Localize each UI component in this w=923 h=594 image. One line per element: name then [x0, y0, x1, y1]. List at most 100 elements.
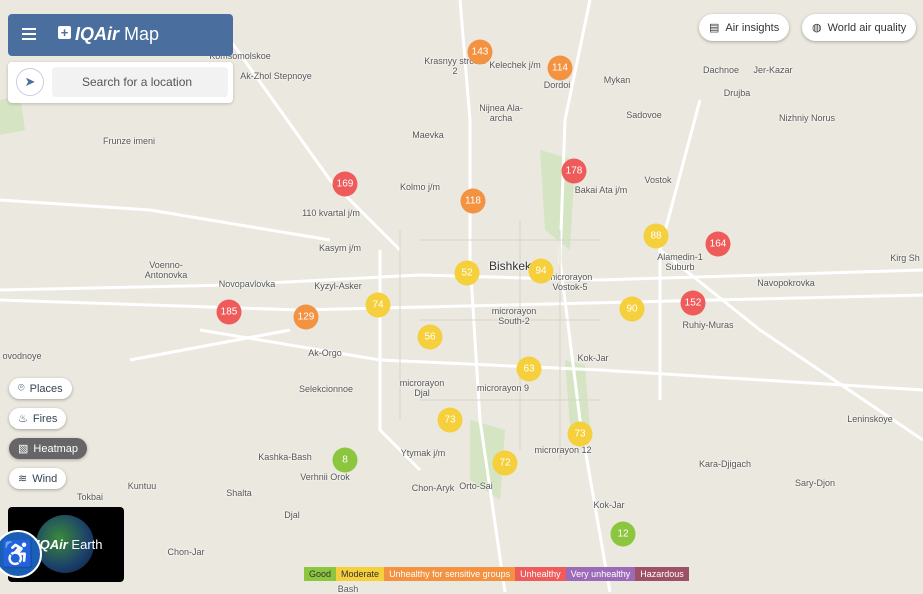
place-label: Kok-Jar [593, 500, 625, 510]
place-label: Bash [337, 584, 359, 594]
layer-button[interactable]: ⌾ Places [9, 378, 72, 399]
place-label: Chon-Aryk [411, 483, 455, 493]
aqi-marker[interactable]: 118 [460, 188, 486, 214]
place-label: Kyzyl-Asker [314, 281, 362, 291]
place-label: Nijnea Ala-archa [479, 103, 523, 123]
layer-label: Fires [32, 412, 58, 425]
aqi-marker[interactable]: 185 [216, 299, 242, 325]
earth-brand: IQAir [36, 537, 68, 552]
search-panel: ➤ Search for a location [8, 62, 233, 103]
aqi-marker[interactable]: 90 [619, 296, 645, 322]
aqi-marker[interactable]: 72 [492, 450, 518, 476]
place-label: Verhnii Orok [300, 472, 350, 482]
place-label: Sadovoe [626, 110, 662, 120]
legend-item: Moderate [336, 567, 385, 581]
place-label: Novopavlovka [218, 279, 276, 289]
place-label: Mykan [603, 75, 631, 85]
aqi-marker[interactable]: 114 [547, 55, 573, 81]
legend-item: Unhealthy [515, 567, 566, 581]
place-label: Orto-Sai [459, 481, 493, 491]
aqi-marker[interactable]: 169 [332, 171, 358, 197]
place-label: Vostok [644, 175, 672, 185]
place-label: Ak-Orgo [308, 348, 342, 358]
place-label: Krasnyy stroitel 2 [424, 56, 486, 76]
earth-text: Earth [71, 537, 103, 552]
aqi-marker[interactable]: 74 [365, 292, 391, 318]
place-label: 110 kvartal j/m [302, 208, 360, 218]
logo-icon: + [58, 26, 71, 39]
legend-item: Unhealthy for sensitive groups [384, 567, 516, 581]
header: + IQAir Map [8, 14, 233, 56]
place-label: Kuntuu [127, 481, 157, 491]
place-label: Ak-Zhol Stepnoye [240, 71, 312, 81]
aqi-marker[interactable]: 56 [417, 324, 443, 350]
place-label: Bishkek [488, 259, 532, 273]
place-label: Navopokrovka [757, 278, 815, 288]
legend-item: Hazardous [635, 567, 689, 581]
menu-icon[interactable] [22, 28, 36, 30]
layer-label: Places [29, 382, 63, 395]
search-input[interactable]: Search for a location [52, 67, 228, 97]
legend: Good Moderate Unhealthy for sensitive grou… [304, 567, 689, 581]
place-label: Kara-Djigach [698, 459, 752, 469]
brand: IQAir Map [75, 24, 159, 45]
place-label: Kasym j/m [318, 243, 362, 253]
place-label: Kok-Jar [577, 353, 609, 363]
aqi-marker[interactable]: 152 [680, 290, 706, 316]
place-label: Drujba [723, 88, 751, 98]
place-label: ovodnoye [2, 351, 42, 361]
place-label: Chon-Jar [167, 547, 205, 557]
legend-item: Very unhealthy [565, 567, 636, 581]
place-label: Leninskoye [847, 414, 893, 424]
aqi-marker[interactable]: 73 [567, 421, 593, 447]
aqi-marker[interactable]: 63 [516, 356, 542, 382]
place-label: Djal [284, 510, 300, 520]
world-air-button[interactable]: ◍ World air quality [802, 14, 917, 41]
locate-button[interactable]: ➤ [16, 68, 44, 96]
place-label: Sary-Djon [794, 478, 836, 488]
layer-button[interactable]: ▧ Heatmap [9, 438, 88, 459]
aqi-marker[interactable]: 178 [561, 158, 587, 184]
place-label: Maevka [412, 130, 444, 140]
accessibility-button[interactable]: ♿ [0, 530, 42, 578]
search-placeholder: Search for a location [82, 75, 193, 89]
aqi-marker[interactable]: 88 [643, 223, 669, 249]
place-label: microrayon Vostok-5 [547, 272, 593, 292]
aqi-marker[interactable]: 73 [437, 407, 463, 433]
place-label: Alamedin-1 Suburb [657, 252, 703, 272]
layer-button[interactable]: ♨ Fires [9, 408, 67, 429]
place-label: Selekcionnoe [298, 384, 354, 394]
place-label: Kashka-Bash [258, 452, 312, 462]
place-label: Tokbai [76, 492, 104, 502]
place-label: Kelechek j/m [489, 60, 541, 70]
aqi-marker[interactable]: 129 [293, 304, 319, 330]
place-label: Kirg Sh [890, 253, 920, 263]
layer-label: Wind [32, 472, 58, 485]
globe [36, 515, 94, 573]
button-label: World air quality [827, 21, 907, 34]
aqi-marker[interactable]: 8 [332, 447, 358, 473]
place-label: microrayon Djal [399, 378, 445, 398]
streets [399, 220, 600, 460]
place-label: Ruhiy-Muras [682, 320, 734, 330]
button-label: Air insights [725, 21, 780, 34]
place-label: microrayon South-2 [491, 306, 537, 326]
aqi-marker[interactable]: 52 [454, 260, 480, 286]
aqi-marker[interactable]: 164 [705, 231, 731, 257]
place-label: microrayon 12 [534, 445, 592, 455]
layer-button[interactable]: ≋ Wind [9, 468, 67, 489]
layer-label: Heatmap [33, 442, 79, 455]
place-label: Komsomolskoe [209, 51, 271, 61]
aqi-marker[interactable]: 12 [610, 521, 636, 547]
place-label: Jer-Kazar [753, 65, 793, 75]
legend-item: Good [304, 567, 337, 581]
place-label: Ytymak j/m [400, 448, 446, 458]
place-label: Bakai Ata j/m [574, 185, 628, 195]
place-label: Kolmo j/m [399, 182, 441, 192]
air-insights-button[interactable]: ▤ Air insights [699, 14, 790, 41]
aqi-marker[interactable]: 94 [528, 258, 554, 284]
earth-label: IQAir Earth [36, 537, 103, 552]
aqi-marker[interactable]: 143 [467, 39, 493, 65]
